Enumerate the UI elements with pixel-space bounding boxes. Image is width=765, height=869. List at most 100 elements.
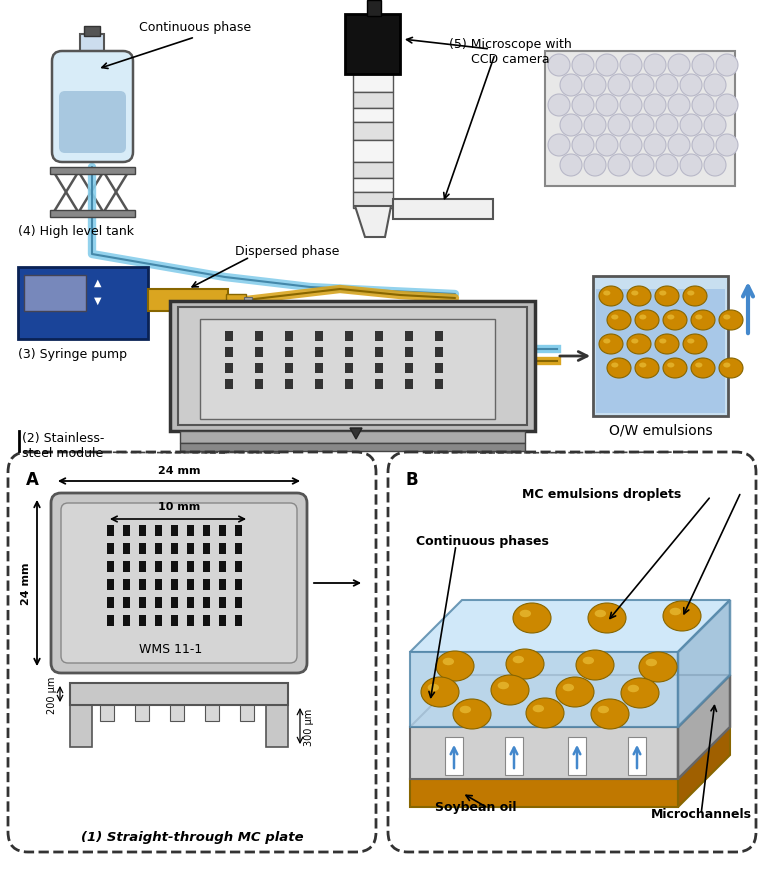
Bar bbox=[225, 332, 233, 342]
Ellipse shape bbox=[428, 684, 439, 692]
Bar bbox=[70, 683, 288, 705]
FancyBboxPatch shape bbox=[51, 494, 307, 673]
Circle shape bbox=[620, 55, 642, 77]
Text: 200 μm: 200 μm bbox=[47, 675, 57, 713]
Polygon shape bbox=[410, 653, 678, 727]
Bar bbox=[240, 705, 254, 721]
Bar bbox=[353, 163, 393, 179]
Bar bbox=[203, 615, 210, 627]
Bar bbox=[285, 348, 293, 357]
Bar bbox=[219, 526, 226, 536]
Text: ▼: ▼ bbox=[94, 295, 102, 306]
Circle shape bbox=[584, 155, 606, 176]
Circle shape bbox=[608, 115, 630, 136]
Ellipse shape bbox=[655, 287, 679, 307]
Bar bbox=[139, 561, 146, 573]
Bar bbox=[393, 200, 493, 220]
Bar bbox=[187, 597, 194, 608]
Bar bbox=[50, 168, 135, 175]
Ellipse shape bbox=[603, 339, 610, 344]
Ellipse shape bbox=[659, 291, 666, 296]
Ellipse shape bbox=[723, 315, 731, 320]
Ellipse shape bbox=[640, 315, 646, 320]
Text: (4) High level tank: (4) High level tank bbox=[18, 225, 134, 238]
Ellipse shape bbox=[627, 287, 651, 307]
Ellipse shape bbox=[607, 310, 631, 330]
Bar bbox=[155, 526, 162, 536]
Circle shape bbox=[716, 95, 738, 116]
Circle shape bbox=[656, 75, 678, 96]
Bar bbox=[139, 580, 146, 590]
Circle shape bbox=[704, 155, 726, 176]
Bar bbox=[593, 276, 728, 416]
Bar bbox=[235, 615, 242, 627]
Ellipse shape bbox=[687, 339, 695, 344]
Bar bbox=[244, 298, 252, 303]
Polygon shape bbox=[355, 207, 391, 238]
Ellipse shape bbox=[513, 656, 524, 664]
Bar bbox=[315, 380, 323, 389]
Ellipse shape bbox=[611, 363, 618, 368]
Circle shape bbox=[692, 55, 714, 77]
Bar bbox=[375, 332, 383, 342]
Bar bbox=[180, 443, 525, 452]
Circle shape bbox=[692, 95, 714, 116]
Bar bbox=[187, 580, 194, 590]
Ellipse shape bbox=[498, 682, 509, 689]
Ellipse shape bbox=[607, 359, 631, 379]
Ellipse shape bbox=[719, 359, 743, 379]
Polygon shape bbox=[678, 600, 730, 727]
Circle shape bbox=[668, 55, 690, 77]
Text: 24 mm: 24 mm bbox=[158, 466, 200, 475]
Bar bbox=[170, 302, 535, 432]
Ellipse shape bbox=[669, 608, 681, 615]
Text: (1) Straight-through MC plate: (1) Straight-through MC plate bbox=[80, 831, 303, 844]
Circle shape bbox=[680, 155, 702, 176]
Text: Dispersed phase: Dispersed phase bbox=[235, 245, 340, 258]
Ellipse shape bbox=[513, 603, 551, 634]
Text: 24 mm: 24 mm bbox=[21, 562, 31, 605]
Circle shape bbox=[632, 115, 654, 136]
Ellipse shape bbox=[421, 677, 459, 707]
Bar bbox=[203, 597, 210, 608]
Bar bbox=[225, 363, 233, 374]
Bar bbox=[353, 179, 393, 193]
Bar bbox=[285, 363, 293, 374]
Ellipse shape bbox=[603, 291, 610, 296]
Bar bbox=[225, 348, 233, 357]
Ellipse shape bbox=[591, 700, 629, 729]
Ellipse shape bbox=[443, 658, 454, 666]
Ellipse shape bbox=[667, 315, 675, 320]
Bar bbox=[171, 580, 178, 590]
Ellipse shape bbox=[453, 700, 491, 729]
Polygon shape bbox=[410, 727, 730, 779]
Ellipse shape bbox=[597, 706, 609, 713]
Circle shape bbox=[548, 135, 570, 156]
Ellipse shape bbox=[663, 310, 687, 330]
Bar bbox=[139, 615, 146, 627]
Bar bbox=[123, 543, 130, 554]
Text: 10 mm: 10 mm bbox=[158, 501, 200, 512]
Circle shape bbox=[644, 55, 666, 77]
Ellipse shape bbox=[631, 291, 639, 296]
Bar bbox=[155, 597, 162, 608]
Circle shape bbox=[644, 95, 666, 116]
Circle shape bbox=[704, 75, 726, 96]
Bar bbox=[24, 275, 86, 312]
Bar bbox=[255, 363, 263, 374]
Ellipse shape bbox=[639, 653, 677, 682]
Circle shape bbox=[596, 95, 618, 116]
Bar bbox=[219, 543, 226, 554]
Text: B: B bbox=[406, 470, 418, 488]
Bar bbox=[203, 580, 210, 590]
Ellipse shape bbox=[556, 677, 594, 707]
Ellipse shape bbox=[599, 287, 623, 307]
Circle shape bbox=[584, 75, 606, 96]
Bar bbox=[148, 289, 228, 312]
Ellipse shape bbox=[691, 359, 715, 379]
Bar bbox=[18, 268, 148, 340]
Text: (2) Stainless-
steel module: (2) Stainless- steel module bbox=[22, 432, 104, 460]
Ellipse shape bbox=[621, 678, 659, 708]
Polygon shape bbox=[410, 727, 678, 779]
Bar bbox=[107, 615, 114, 627]
